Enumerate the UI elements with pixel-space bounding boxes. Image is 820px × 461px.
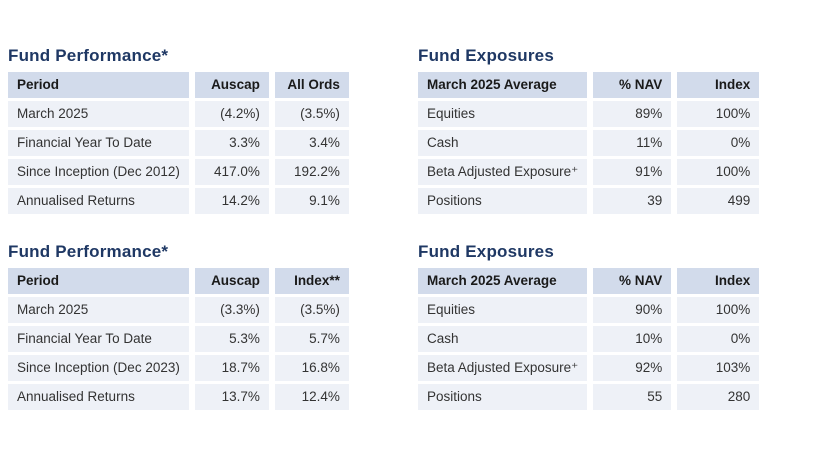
row-label: Positions [418, 188, 588, 214]
row-label: Financial Year To Date [8, 326, 189, 352]
column-header-index: Index [677, 268, 760, 294]
row-label: Financial Year To Date [8, 130, 189, 156]
table-row: Cash 11% 0% [418, 130, 760, 156]
cell-value: 417.0% [194, 159, 269, 185]
column-header-average: March 2025 Average [418, 72, 588, 98]
table-row: Cash 10% 0% [418, 326, 760, 352]
column-header-auscap: Auscap [194, 72, 269, 98]
row-label: March 2025 [8, 297, 189, 323]
table-row: March 2025 (3.3%) (3.5%) [8, 297, 349, 323]
table-row: Positions 39 499 [418, 188, 760, 214]
cell-value: 16.8% [274, 355, 349, 381]
fund-exposures-table-2: March 2025 Average % NAV Index Equities … [412, 265, 765, 413]
column-header-nav: % NAV [593, 72, 672, 98]
column-header-auscap: Auscap [194, 268, 269, 294]
cell-value: 280 [677, 384, 760, 410]
cell-value: 192.2% [274, 159, 349, 185]
cell-value: 89% [593, 101, 672, 127]
column-header-all-ords: All Ords [274, 72, 349, 98]
cell-value: 18.7% [194, 355, 269, 381]
fund-exposures-table-1: March 2025 Average % NAV Index Equities … [412, 69, 765, 217]
cell-value: 100% [677, 159, 760, 185]
column-header-period: Period [8, 72, 189, 98]
section-title: Fund Exposures [418, 242, 554, 261]
cell-value: (3.3%) [194, 297, 269, 323]
cell-value: 3.4% [274, 130, 349, 156]
fund-performance-table-2: Period Auscap Index** March 2025 (3.3%) … [2, 265, 355, 413]
cell-value: 103% [677, 355, 760, 381]
cell-value: 39 [593, 188, 672, 214]
row-label: Beta Adjusted Exposure⁺ [418, 355, 588, 381]
cell-value: 10% [593, 326, 672, 352]
row-label: Equities [418, 297, 588, 323]
cell-value: 9.1% [274, 188, 349, 214]
cell-value: (3.5%) [274, 297, 349, 323]
header-row: Period Auscap Index** [8, 268, 349, 294]
section-title: Fund Performance* [8, 242, 169, 261]
header-row: Period Auscap All Ords [8, 72, 349, 98]
cell-value: 14.2% [194, 188, 269, 214]
table-row: Beta Adjusted Exposure⁺ 92% 103% [418, 355, 760, 381]
cell-value: 5.3% [194, 326, 269, 352]
row-label: Cash [418, 130, 588, 156]
fund-exposures-section-2: Fund Exposures March 2025 Average % NAV … [418, 242, 820, 413]
section-title: Fund Exposures [418, 46, 554, 65]
cell-value: 55 [593, 384, 672, 410]
row-label: Positions [418, 384, 588, 410]
table-row: Since Inception (Dec 2012) 417.0% 192.2% [8, 159, 349, 185]
table-row: Annualised Returns 14.2% 9.1% [8, 188, 349, 214]
cell-value: 0% [677, 130, 760, 156]
table-row: March 2025 (4.2%) (3.5%) [8, 101, 349, 127]
table-row: Equities 90% 100% [418, 297, 760, 323]
fund-performance-table-1: Period Auscap All Ords March 2025 (4.2%)… [2, 69, 355, 217]
row-label: Annualised Returns [8, 384, 189, 410]
cell-value: 11% [593, 130, 672, 156]
table-row: Since Inception (Dec 2023) 18.7% 16.8% [8, 355, 349, 381]
cell-value: 3.3% [194, 130, 269, 156]
cell-value: 100% [677, 297, 760, 323]
row-label: Since Inception (Dec 2012) [8, 159, 189, 185]
column-header-period: Period [8, 268, 189, 294]
column-header-average: March 2025 Average [418, 268, 588, 294]
cell-value: 499 [677, 188, 760, 214]
table-row: Financial Year To Date 3.3% 3.4% [8, 130, 349, 156]
row-label: Cash [418, 326, 588, 352]
cell-value: 12.4% [274, 384, 349, 410]
cell-value: 91% [593, 159, 672, 185]
table-row: Annualised Returns 13.7% 12.4% [8, 384, 349, 410]
cell-value: (3.5%) [274, 101, 349, 127]
fund-performance-section-1: Fund Performance* Period Auscap All Ords… [8, 46, 410, 217]
cell-value: 5.7% [274, 326, 349, 352]
row-label: Beta Adjusted Exposure⁺ [418, 159, 588, 185]
table-row: Equities 89% 100% [418, 101, 760, 127]
row-label: Equities [418, 101, 588, 127]
table-row: Positions 55 280 [418, 384, 760, 410]
section-title: Fund Performance* [8, 46, 169, 65]
column-header-nav: % NAV [593, 268, 672, 294]
column-header-index: Index [677, 72, 760, 98]
row-label: Since Inception (Dec 2023) [8, 355, 189, 381]
cell-value: 100% [677, 101, 760, 127]
cell-value: 0% [677, 326, 760, 352]
cell-value: 90% [593, 297, 672, 323]
row-label: March 2025 [8, 101, 189, 127]
header-row: March 2025 Average % NAV Index [418, 268, 760, 294]
fund-performance-section-2: Fund Performance* Period Auscap Index** … [8, 242, 410, 413]
cell-value: 92% [593, 355, 672, 381]
cell-value: (4.2%) [194, 101, 269, 127]
column-header-index: Index** [274, 268, 349, 294]
fund-exposures-section-1: Fund Exposures March 2025 Average % NAV … [418, 46, 820, 217]
cell-value: 13.7% [194, 384, 269, 410]
table-row: Financial Year To Date 5.3% 5.7% [8, 326, 349, 352]
row-label: Annualised Returns [8, 188, 189, 214]
table-row: Beta Adjusted Exposure⁺ 91% 100% [418, 159, 760, 185]
header-row: March 2025 Average % NAV Index [418, 72, 760, 98]
